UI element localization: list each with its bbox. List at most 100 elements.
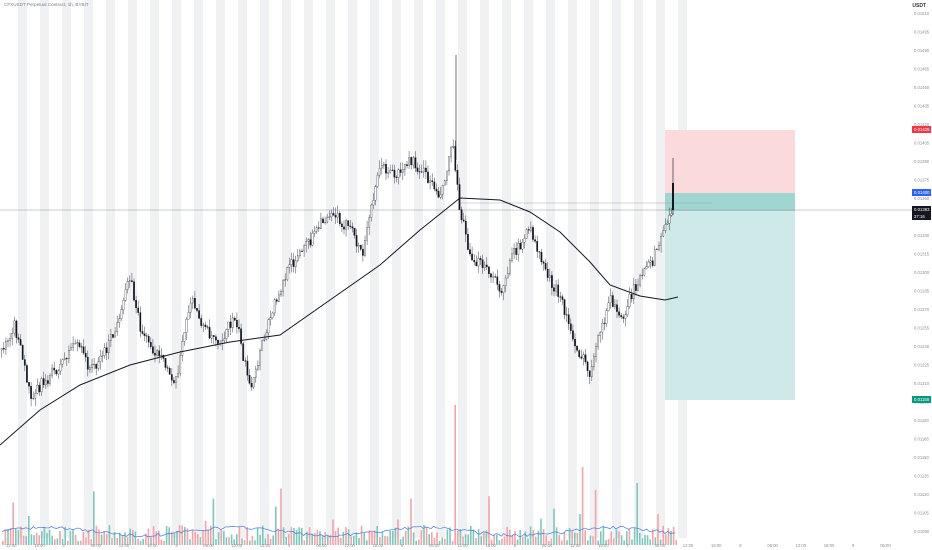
- volume-bar: [535, 536, 537, 545]
- candle-body: [572, 330, 574, 340]
- volume-bar: [340, 537, 342, 545]
- candle-body: [21, 345, 24, 360]
- currency-label[interactable]: USDT: [912, 3, 926, 9]
- candle-body: [498, 284, 501, 292]
- volume-bar: [636, 483, 638, 545]
- candle-body: [74, 343, 77, 345]
- volume-bar: [342, 531, 345, 545]
- candle-body: [645, 266, 648, 269]
- candle-body: [248, 375, 251, 384]
- candle-body: [672, 183, 674, 210]
- candle-body: [668, 215, 671, 224]
- time-tick: 18:00: [34, 543, 45, 548]
- time-tick: 8: [739, 543, 742, 548]
- volume-bar: [155, 531, 157, 545]
- volume-bar: [652, 529, 654, 545]
- volume-bar: [106, 534, 108, 545]
- volume-bar: [509, 529, 511, 545]
- volume-bar: [15, 528, 17, 545]
- candle-body: [656, 249, 658, 250]
- candle-body: [607, 302, 610, 311]
- candle-body: [191, 298, 194, 304]
- volume-bar: [574, 532, 576, 545]
- volume-bar: [212, 498, 215, 545]
- candle-body: [135, 299, 137, 309]
- candle-body: [7, 340, 9, 342]
- candle-body: [506, 273, 509, 279]
- candle-body: [452, 146, 455, 148]
- candle-body: [527, 229, 530, 231]
- candle-body: [416, 167, 419, 172]
- candle-body: [500, 291, 503, 293]
- volume-bar: [553, 508, 555, 545]
- time-tick: 06:00: [203, 543, 214, 548]
- volume-bar: [210, 525, 212, 545]
- volume-bar: [532, 529, 534, 545]
- candle-body: [23, 359, 26, 366]
- candle-body: [530, 227, 532, 231]
- candle-body: [141, 331, 144, 334]
- candle-body: [456, 170, 459, 185]
- candle-body: [133, 281, 135, 301]
- volume-bar: [410, 498, 412, 545]
- candle-body: [399, 169, 402, 173]
- volume-bar: [347, 529, 350, 545]
- volume-bar: [158, 530, 160, 545]
- long-position-tool[interactable]: [665, 130, 795, 400]
- candle-body: [544, 263, 547, 270]
- candle-body: [567, 314, 570, 324]
- volume-bar: [199, 537, 202, 545]
- candle-body: [662, 230, 665, 237]
- price-tick: 0.01510: [914, 11, 930, 16]
- volume-bar: [38, 535, 40, 545]
- volume-moving-average: [1, 525, 676, 538]
- candle-body: [425, 167, 427, 173]
- volume-bar: [631, 539, 633, 545]
- session-band: [40, 0, 49, 538]
- candle-body: [418, 171, 421, 173]
- candlestick-series[interactable]: [0, 55, 674, 407]
- volume-bar: [33, 535, 35, 545]
- candle-body: [620, 315, 623, 318]
- candle-body: [252, 377, 255, 388]
- volume-bar: [67, 540, 69, 545]
- volume-bar: [230, 534, 233, 545]
- candle-body: [309, 239, 312, 246]
- volume-bar: [418, 539, 420, 545]
- volume-bar: [514, 531, 516, 545]
- time-axis[interactable]: 12:00 18:00 2 06:00 12:00 18:00 3 06:00 12:00 18:…: [6, 543, 891, 548]
- current-price-tag: 0.01393: [914, 207, 930, 212]
- volume-bar: [589, 535, 592, 545]
- symbol-title[interactable]: CFXUSDT Perpetual Contract, 1h, BYBIT: [4, 2, 89, 7]
- candle-body: [307, 239, 310, 242]
- volume-bar: [311, 533, 313, 545]
- candle-body: [370, 204, 373, 218]
- price-tick: 0.01435: [914, 104, 930, 109]
- volume-bar: [327, 535, 329, 545]
- candle-body: [288, 264, 291, 268]
- candle-body: [490, 273, 492, 278]
- volume-bar: [394, 527, 397, 545]
- volume-bar: [43, 527, 46, 545]
- candle-body: [101, 355, 104, 357]
- volume-bar: [332, 519, 334, 545]
- candle-body: [179, 355, 182, 374]
- volume-bar: [306, 531, 308, 545]
- candle-body: [559, 296, 562, 298]
- volume-bar: [493, 535, 495, 545]
- candle-body: [112, 334, 114, 338]
- candle-body: [332, 213, 335, 216]
- volume-bar: [22, 535, 25, 545]
- candle-body: [460, 209, 463, 221]
- volume-bar: [301, 527, 303, 545]
- volume-bar: [657, 514, 659, 545]
- volume-bar: [59, 530, 61, 545]
- price-tick: 0.01225: [914, 363, 930, 368]
- candle-body: [72, 343, 74, 348]
- price-axis[interactable]: 0.01510 0.01495 0.01480 0.01465 0.01450 0.014…: [914, 11, 930, 534]
- volume-bar: [373, 530, 376, 545]
- candle-body: [103, 347, 106, 356]
- candle-body: [504, 277, 507, 286]
